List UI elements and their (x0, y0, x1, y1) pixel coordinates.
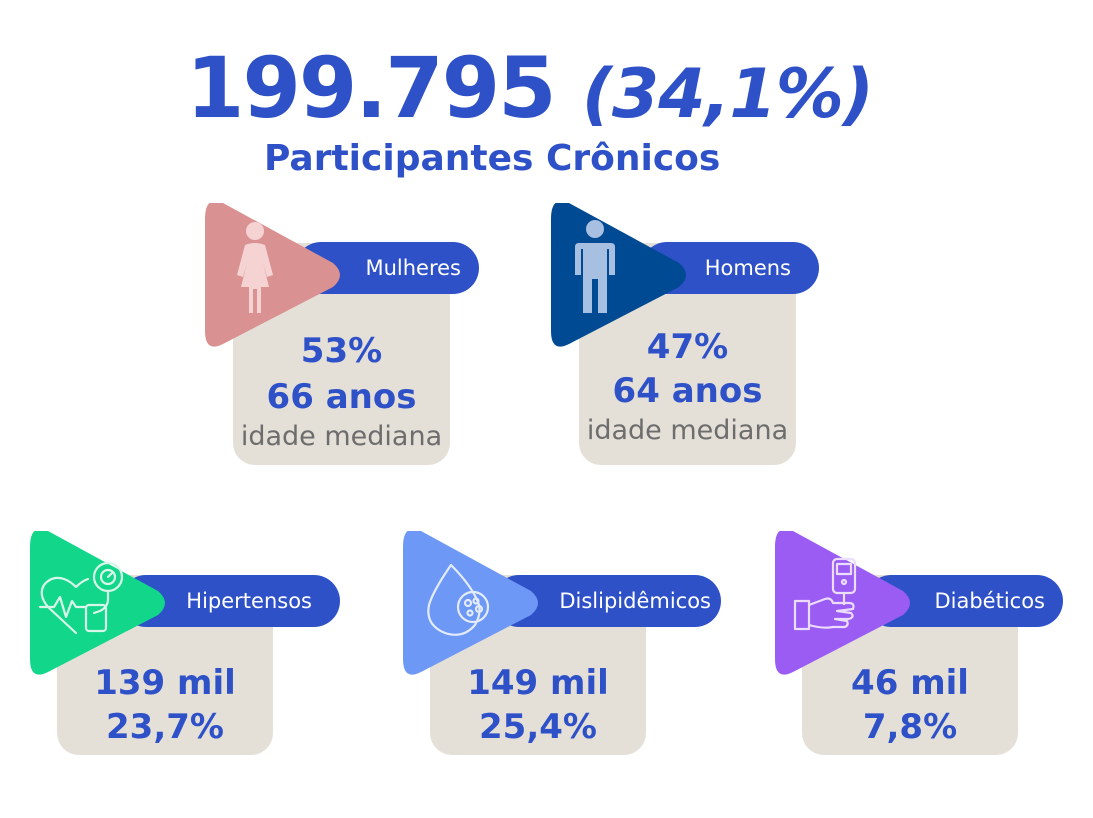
blood-drop-icon (427, 563, 490, 636)
card-homens: Homens 47% 64 anos idade mediana (551, 203, 826, 468)
card-dislipidemicos: Dislipidêmicos 149 mil 25,4% (403, 531, 723, 757)
card-value-2: 66 anos (266, 377, 417, 417)
page-subtitle: Participantes Crônicos (264, 138, 721, 179)
card-diabeticos: Diabéticos 46 mil 7,8% (775, 531, 1067, 757)
woman-icon (237, 222, 273, 313)
card-label: Diabéticos (934, 589, 1045, 613)
card-mulheres: Mulheres 53% 66 anos idade mediana (205, 203, 480, 468)
card-label: Dislipidêmicos (559, 589, 711, 613)
heart-pressure-icon (38, 561, 124, 635)
card-label: Homens (704, 256, 791, 280)
card-value-2: 25,4% (479, 707, 597, 747)
play-triangle-shape (30, 531, 165, 675)
card-value-1: 149 mil (467, 663, 609, 703)
card-value-1: 139 mil (94, 663, 236, 703)
card-label: Mulheres (365, 256, 461, 280)
total-number: 199.795 (186, 39, 557, 137)
card-value-1: 46 mil (851, 663, 969, 703)
card-note: idade mediana (586, 415, 789, 446)
man-icon (575, 220, 615, 313)
glucometer-icon (793, 557, 857, 631)
card-label: Hipertensos (186, 589, 312, 613)
card-value-1: 47% (646, 327, 729, 367)
card-hipertensos: Hipertensos 139 mil 23,7% (30, 531, 345, 757)
card-note: idade mediana (240, 421, 443, 452)
card-label-pill: Diabéticos (865, 575, 1063, 627)
card-value-2: 23,7% (106, 707, 224, 747)
total-percent: (34,1%) (581, 55, 874, 134)
card-value-2: 7,8% (862, 707, 958, 747)
card-value-2: 64 anos (612, 371, 763, 411)
card-value-1: 53% (300, 331, 383, 371)
total-participants: 199.795 (34,1%) (186, 38, 874, 145)
